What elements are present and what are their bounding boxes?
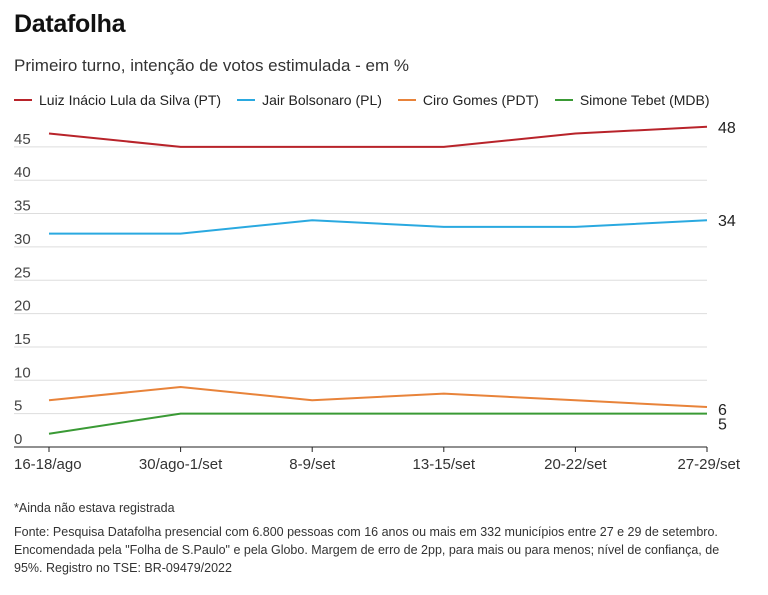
legend-swatch-tebet [554, 99, 573, 101]
x-tick-label-3: 13-15/set [413, 456, 476, 473]
y-tick-label-25: 25 [14, 264, 31, 281]
x-tick-label-2: 8-9/set [289, 456, 336, 473]
legend-item-lula: Luiz Inácio Lula da Silva (PT) [14, 92, 221, 108]
legend-item-ciro: Ciro Gomes (PDT) [397, 92, 539, 108]
legend-swatch-ciro [397, 99, 416, 101]
legend-label-tebet: Simone Tebet (MDB) [579, 92, 710, 108]
y-tick-label-20: 20 [14, 298, 31, 315]
y-tick-label-45: 45 [14, 131, 31, 148]
x-tick-label-4: 20-22/set [544, 456, 607, 473]
legend-swatch-bolsonaro [237, 99, 256, 101]
x-tick-label-5: 27-29/set [677, 456, 740, 473]
x-tick-label-1: 30/ago-1/set [139, 456, 223, 473]
legend-label-bolsonaro: Jair Bolsonaro (PL) [262, 92, 382, 108]
y-tick-label-15: 15 [14, 331, 31, 348]
legend-item-bolsonaro: Jair Bolsonaro (PL) [237, 92, 382, 108]
y-tick-label-40: 40 [14, 164, 31, 181]
y-tick-label-0: 0 [14, 431, 22, 448]
source-text: Fonte: Pesquisa Datafolha presencial com… [14, 525, 720, 575]
y-tick-label-5: 5 [14, 398, 22, 415]
series-line-ciro-gomes-pdt [48, 386, 708, 408]
end-label-jair-bolsonaro-pl: 34 [718, 213, 736, 230]
legend-swatch-lula [14, 99, 32, 101]
chart-subtitle: Primeiro turno, intenção de votos estimu… [14, 56, 409, 75]
end-label-ciro-gomes-pdt: 6 [718, 402, 727, 419]
legend: Luiz Inácio Lula da Silva (PT) Jair Bols… [14, 92, 710, 108]
end-label-luiz-inacio-lula-da-silva-pt: 48 [718, 120, 736, 137]
y-tick-label-10: 10 [14, 364, 31, 381]
series-line-luiz-inacio-lula-da-silva-pt [48, 125, 708, 148]
y-tick-label-30: 30 [14, 231, 31, 248]
series-line-jair-bolsonaro-pl [49, 219, 708, 235]
x-tick-label-0: 16-18/ago [14, 456, 82, 473]
chart-title: Datafolha [14, 10, 126, 38]
legend-item-tebet: Simone Tebet (MDB) [554, 92, 710, 108]
series-line-simone-tebet-mdb [48, 412, 707, 435]
y-tick-label-35: 35 [14, 198, 31, 215]
end-label-simone-tebet-mdb: 5 [718, 417, 727, 434]
legend-label-lula: Luiz Inácio Lula da Silva (PT) [39, 92, 222, 108]
footnote: *Ainda não estava registrada [14, 501, 175, 515]
legend-label-ciro: Ciro Gomes (PDT) [422, 92, 539, 108]
